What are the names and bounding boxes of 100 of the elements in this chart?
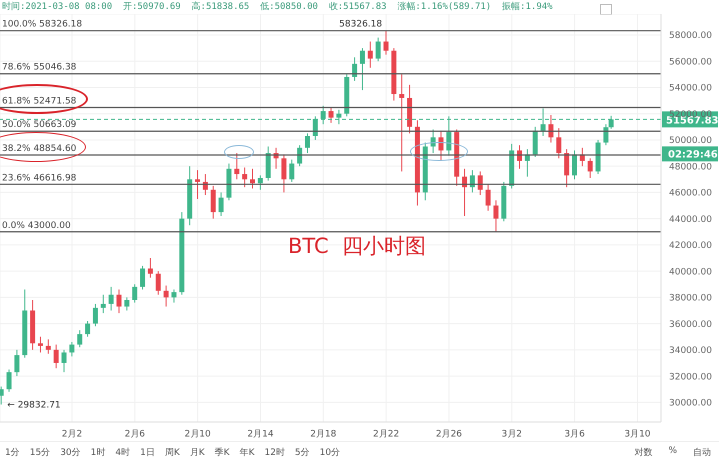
y-tick-label: 30000.00 — [669, 398, 712, 409]
candlestick — [493, 200, 498, 232]
x-tick-label: 2月18 — [310, 429, 337, 440]
ref-line-label: 78.6% 55046.38 — [2, 62, 77, 73]
y-tick-label: 50000.00 — [669, 136, 712, 146]
x-tick-label: 3月6 — [564, 429, 586, 440]
candlestick — [258, 174, 263, 190]
annotation: 58326.18 — [339, 20, 382, 30]
ref-line-label: 38.2% 48854.60 — [2, 144, 77, 154]
text: 12时 — [264, 446, 285, 459]
text: 1日 — [140, 447, 155, 459]
ref-line-label: 23.6% 46616.98 — [2, 173, 77, 184]
text: 周K — [164, 447, 180, 459]
candlestick — [116, 289, 122, 314]
y-tick-label: 56000.00 — [669, 57, 712, 68]
candlestick — [132, 284, 138, 304]
candlestick — [517, 144, 522, 170]
text: 月K — [190, 447, 205, 459]
candlestick — [532, 126, 538, 158]
candlestick — [171, 289, 176, 304]
text: 02:29:46 — [668, 149, 718, 160]
candlestick — [548, 114, 554, 144]
candlestick — [108, 286, 114, 311]
candlestick — [368, 41, 373, 68]
candlestick — [164, 285, 169, 308]
candlestick — [297, 144, 302, 167]
candlestick — [124, 296, 130, 311]
candlestick — [92, 303, 98, 327]
candlestick — [556, 128, 562, 159]
candlestick — [281, 154, 286, 193]
candlestick — [210, 185, 216, 220]
text: 季K — [214, 446, 230, 459]
candlestick — [195, 170, 200, 200]
candlestick — [148, 258, 153, 278]
candlestick — [69, 341, 74, 357]
text: 5分 — [294, 446, 310, 459]
candlestick — [14, 349, 20, 377]
text: 年K — [240, 446, 254, 459]
text: 对数 — [634, 446, 652, 459]
ref-line-label: 61.8% 52471.58 — [2, 96, 77, 107]
y-tick-label: 32000.00 — [669, 372, 712, 382]
candlestick — [218, 192, 224, 217]
candlestick — [384, 30, 389, 56]
text: 1分 — [5, 446, 20, 459]
candlestick — [289, 159, 294, 182]
candlestick — [156, 270, 161, 296]
ref-line-label: 51567.83 — [666, 115, 719, 126]
y-tick-label: 38000.00 — [669, 294, 712, 304]
y-tick-label: 36000.00 — [669, 320, 712, 330]
text: 15分 — [30, 446, 50, 459]
text: 30分 — [60, 446, 81, 459]
y-tick-label: 48000.00 — [669, 162, 712, 172]
candlestick — [77, 330, 82, 348]
chart-subtitle: 时间:2021-03-08 08:00 开:50970.69 高:51838.65 低:50850.00 收:51567.83 涨幅:1.16%(589.71) 振幅:1.94% — [2, 0, 553, 13]
candlestick — [85, 320, 90, 338]
text: BTC 四小时图 — [288, 233, 426, 260]
x-tick-label: 2月2 — [62, 429, 82, 440]
y-tick-label: 58000.00 — [669, 31, 712, 42]
candlestick — [572, 150, 577, 180]
text: % — [668, 446, 677, 458]
candlestick — [6, 369, 12, 392]
x-tick-label: 3月10 — [624, 429, 651, 440]
candlestick — [360, 48, 365, 91]
x-tick-label: 2月6 — [124, 429, 146, 440]
candlestick — [399, 74, 404, 172]
candlestick — [62, 349, 67, 373]
candlestick — [486, 184, 491, 212]
candlestick — [478, 170, 483, 196]
candlestick — [588, 158, 593, 178]
y-tick-label: 34000.00 — [669, 346, 712, 356]
candlestick — [564, 148, 570, 188]
x-tick-label: 2月10 — [184, 429, 212, 440]
text: 自动 — [693, 446, 711, 459]
y-tick-label: 46000.00 — [669, 188, 712, 199]
candlestick — [603, 124, 608, 146]
candlestick — [140, 265, 146, 290]
y-tick-label: 44000.00 — [669, 214, 712, 225]
ref-line-label: 0.0% 43000.00 — [2, 220, 71, 231]
text: 1时 — [90, 446, 106, 459]
ref-line-label: 100.0% 58326.18 — [2, 20, 82, 30]
text: 4时 — [115, 446, 130, 459]
x-tick-label: 3月2 — [502, 429, 522, 440]
candlestick — [242, 166, 248, 188]
candlestick — [54, 344, 59, 369]
candlestick — [328, 106, 334, 124]
candlestick — [38, 336, 43, 353]
annotation: ← 29832.71 — [7, 400, 61, 411]
x-tick-label: 2月14 — [247, 429, 274, 440]
candlestick — [100, 294, 106, 314]
x-tick-label: 2月22 — [373, 429, 400, 440]
ref-line-label: 50.0% 50663.09 — [2, 120, 77, 130]
y-tick-label: 54000.00 — [669, 84, 712, 94]
candlestick — [376, 37, 381, 62]
candlestick — [234, 152, 240, 180]
x-tick-label: 2月26 — [436, 429, 462, 440]
y-tick-label: 42000.00 — [669, 241, 712, 252]
candlestick — [46, 338, 51, 354]
text: 10分 — [320, 446, 340, 459]
y-tick-label: 40000.00 — [669, 267, 712, 278]
candlestick — [304, 132, 310, 154]
